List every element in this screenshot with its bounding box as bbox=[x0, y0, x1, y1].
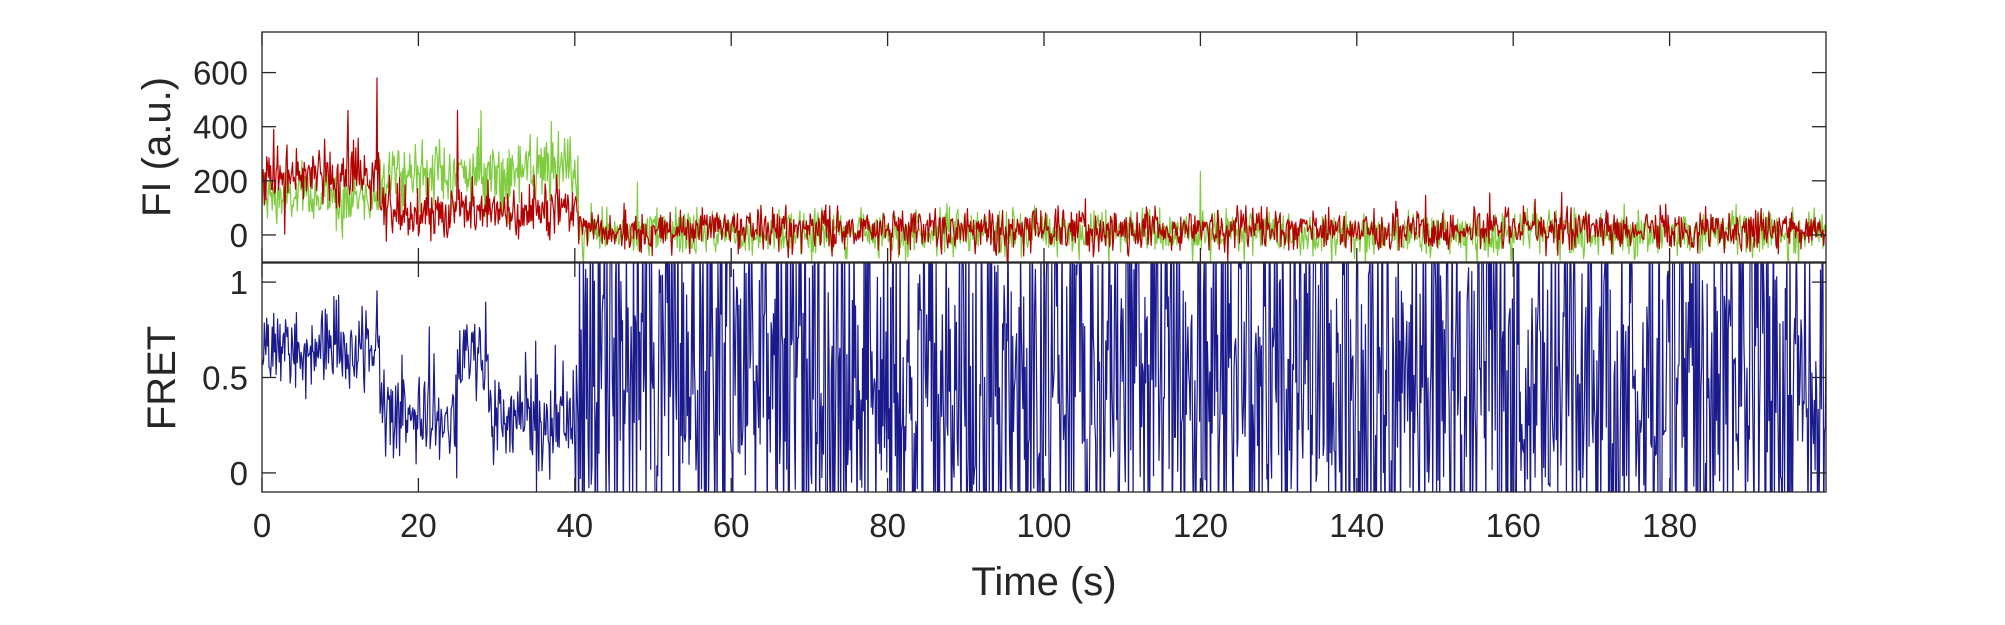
trace-series-0 bbox=[262, 109, 1826, 262]
x-tick-label: 140 bbox=[1329, 507, 1384, 544]
x-tick-label: 160 bbox=[1486, 507, 1541, 544]
fret-axes: 0 0.5 1 0 20 40 60 80 100 120 140 160 180 bbox=[202, 262, 1827, 544]
y-tick-label: 1 bbox=[230, 264, 248, 301]
x-tick-label: 100 bbox=[1016, 507, 1071, 544]
fluorescence-axes: 0 200 400 600 bbox=[193, 31, 1827, 263]
trace-series-1 bbox=[262, 77, 1826, 262]
x-tick-label: 0 bbox=[253, 507, 271, 544]
time-x-axis-label: Time (s) bbox=[971, 560, 1116, 604]
fret-y-axis-label: FRET bbox=[140, 326, 184, 430]
fluorescence-panel: 0 200 400 600 FI (a.u.) bbox=[135, 31, 1827, 263]
fret-trace bbox=[262, 263, 1826, 492]
fluorescence-traces bbox=[262, 77, 1826, 262]
x-tick-label: 80 bbox=[869, 507, 906, 544]
x-tick-label: 180 bbox=[1642, 507, 1697, 544]
y-tick-label: 0 bbox=[230, 455, 248, 492]
y-tick-label: 400 bbox=[193, 109, 248, 146]
y-tick-label: 0 bbox=[230, 217, 248, 254]
y-tick-label: 0.5 bbox=[202, 360, 248, 397]
fluorescence-y-axis-label: FI (a.u.) bbox=[135, 77, 179, 217]
x-tick-label: 120 bbox=[1173, 507, 1228, 544]
fret-panel: 0 0.5 1 0 20 40 60 80 100 120 140 160 180 FRET Time … bbox=[140, 262, 1827, 604]
x-tick-label: 60 bbox=[713, 507, 750, 544]
y-tick-label: 600 bbox=[193, 55, 248, 92]
trace-series-0 bbox=[262, 263, 1826, 492]
x-tick-label: 20 bbox=[400, 507, 437, 544]
x-tick-label: 40 bbox=[556, 507, 593, 544]
y-tick-label: 200 bbox=[193, 163, 248, 200]
